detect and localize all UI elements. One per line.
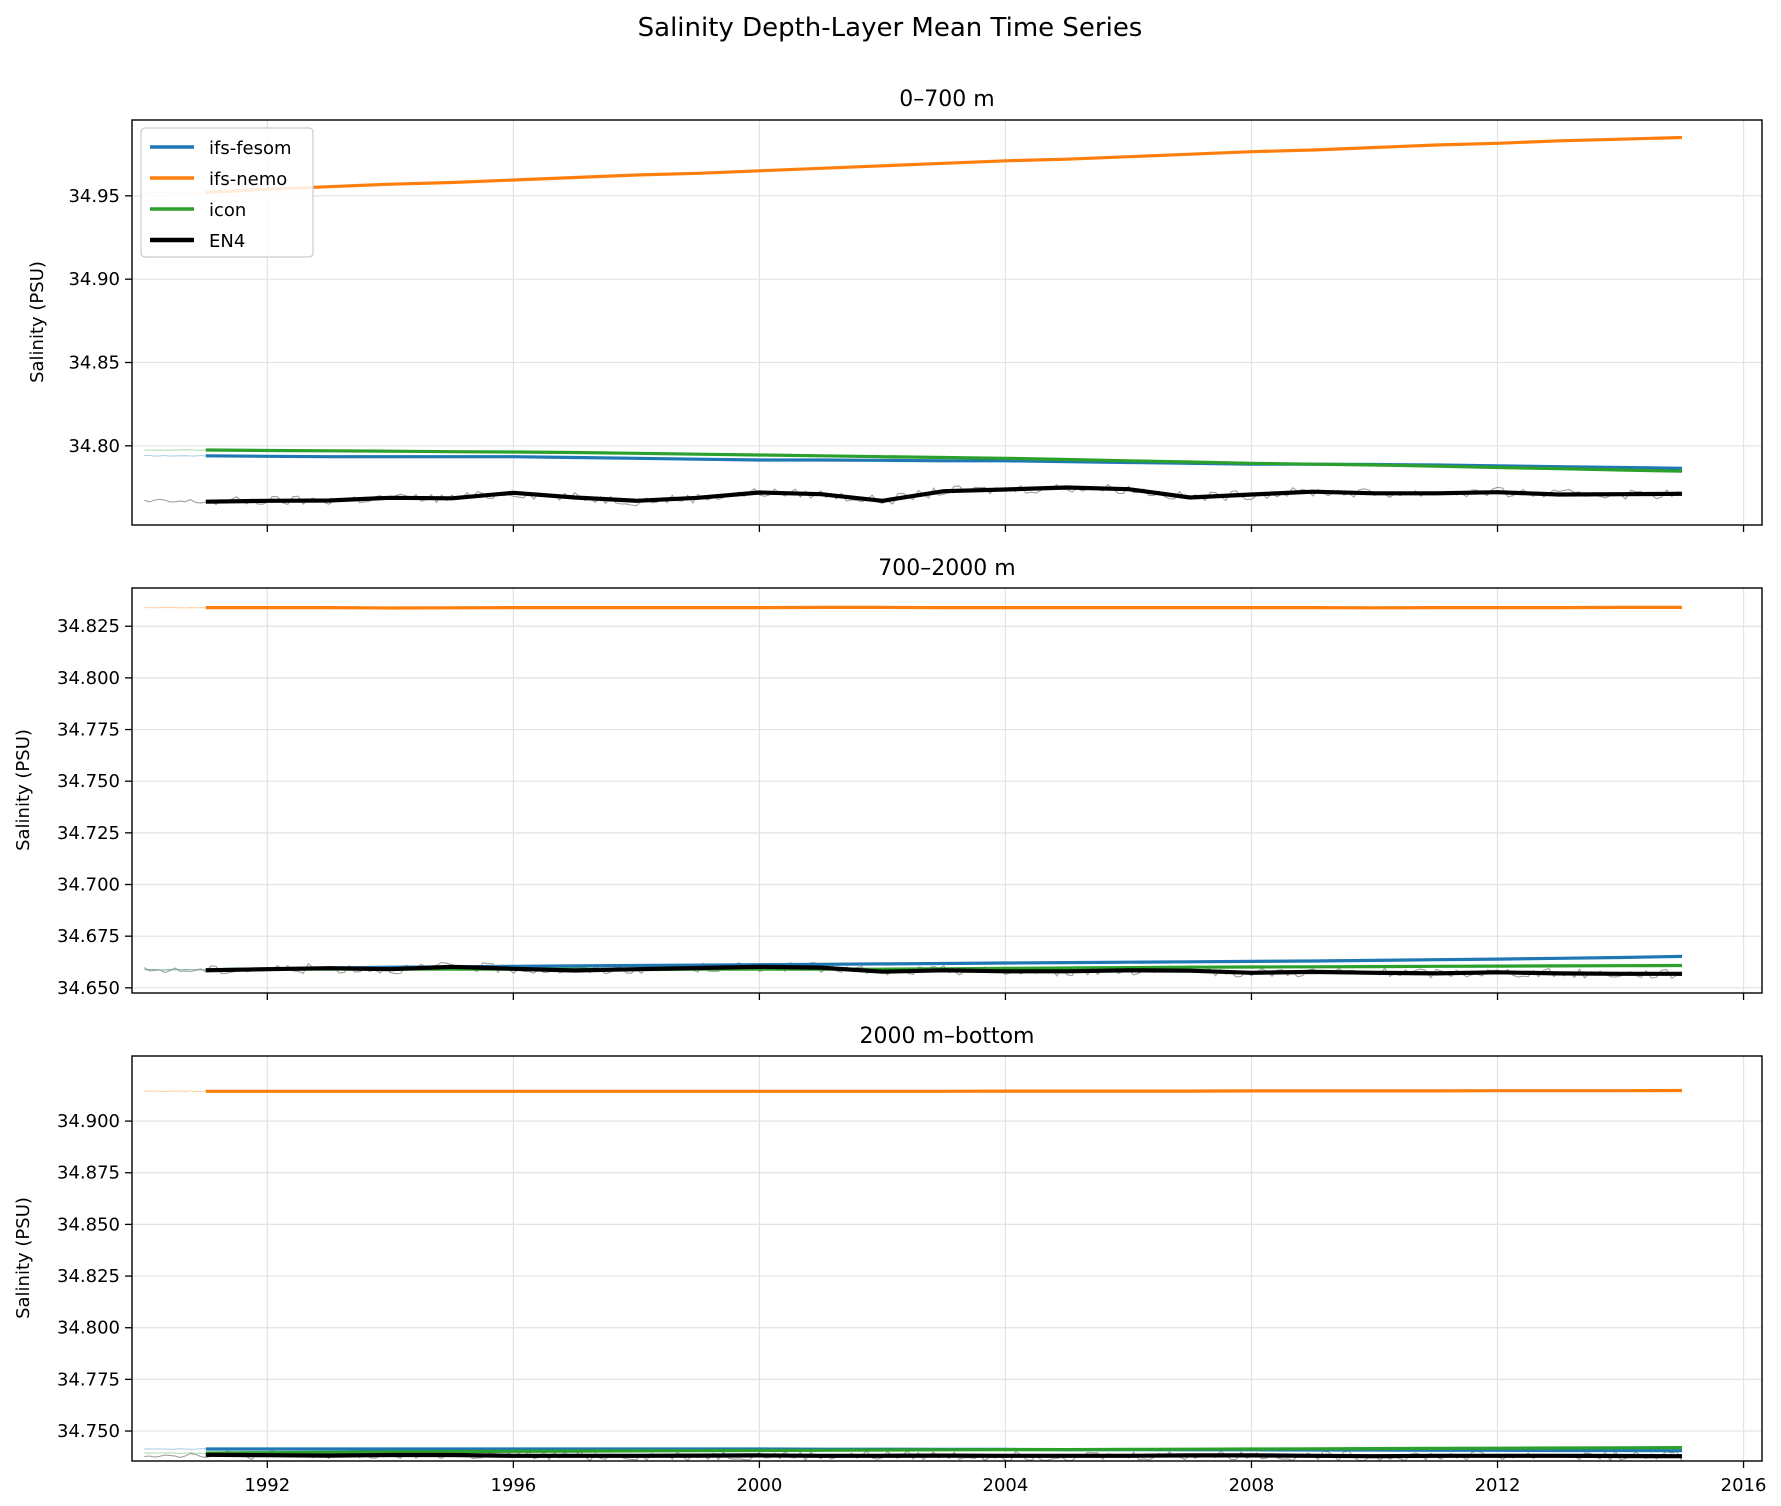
legend-box xyxy=(140,127,314,258)
series-line-icon xyxy=(205,448,1683,473)
series-lines xyxy=(205,1088,1683,1459)
panel-700-2000m: 700–2000 m Salinity (PSU) 34.65034.67534… xyxy=(13,556,1763,1000)
axis-ticks: 34.650 34.675 34.700 34.725 34.750 34.775 34.8… xyxy=(57,616,1745,1000)
legend-label-en4: EN4 xyxy=(209,231,245,252)
y-tick-label: 34.90 xyxy=(68,269,120,290)
panel-0-700m: 0–700 m Salinity (PSU) 34.8034.8534.9034… xyxy=(27,87,1763,532)
y-tick-label: 34.650 xyxy=(57,978,120,999)
axis-ticks: 1992 1996 2000 2004 2008 2012 2016 34.750 34.775… xyxy=(57,1111,1766,1496)
y-tick-label: 34.850 xyxy=(57,1214,120,1235)
monthly-traces xyxy=(144,1089,1683,1462)
gridlines xyxy=(132,588,1762,993)
series-line-ifs-nemo xyxy=(205,605,1682,610)
series-lines xyxy=(205,135,1683,504)
series-line-en4 xyxy=(205,964,1682,976)
y-tick-label: 34.875 xyxy=(57,1163,120,1184)
x-tick-label: 2008 xyxy=(1229,1475,1275,1496)
y-axis-label: Salinity (PSU) xyxy=(13,729,34,851)
y-tick-label: 34.800 xyxy=(57,1318,120,1339)
plot-frame xyxy=(131,119,1763,526)
y-tick-label: 34.750 xyxy=(57,1421,120,1442)
series-line-ifs-nemo xyxy=(205,1088,1683,1093)
x-tick-label: 2016 xyxy=(1721,1475,1767,1496)
y-tick-label: 34.675 xyxy=(57,926,120,947)
plot-frame xyxy=(131,1055,1763,1462)
plot-frame xyxy=(131,587,1763,994)
series-lines xyxy=(205,605,1683,976)
monthly-traces xyxy=(144,606,1683,980)
y-axis-label: Salinity (PSU) xyxy=(13,1197,34,1319)
series-line-icon xyxy=(205,1446,1683,1455)
x-tick-label: 2004 xyxy=(983,1475,1029,1496)
x-tick-label: 1992 xyxy=(244,1475,290,1496)
y-tick-label: 34.85 xyxy=(68,353,120,374)
panel-2000m-bottom: 2000 m–bottom Salinity (PSU) 1992 1996 200… xyxy=(13,1024,1766,1496)
monthly-trace-en4 xyxy=(144,961,1683,980)
panel-title: 700–2000 m xyxy=(878,556,1015,581)
x-tick-label: 2000 xyxy=(736,1475,782,1496)
y-tick-label: 34.900 xyxy=(57,1111,120,1132)
y-tick-label: 34.825 xyxy=(57,616,120,637)
y-tick-label: 34.825 xyxy=(57,1266,120,1287)
y-tick-label: 34.95 xyxy=(68,186,120,207)
series-line-en4 xyxy=(205,485,1683,504)
legend: ifs-fesom ifs-nemo icon EN4 xyxy=(140,127,314,258)
y-axis-label: Salinity (PSU) xyxy=(27,261,48,383)
y-tick-label: 34.80 xyxy=(68,436,120,457)
legend-label-icon: icon xyxy=(209,200,246,221)
y-tick-label: 34.775 xyxy=(57,1369,120,1390)
y-tick-label: 34.750 xyxy=(57,771,120,792)
monthly-trace-en4 xyxy=(144,1449,1683,1462)
gridlines xyxy=(132,1056,1762,1461)
axis-ticks: 34.80 34.85 34.90 34.95 xyxy=(68,186,1745,532)
y-tick-label: 34.700 xyxy=(57,875,120,896)
series-line-ifs-nemo xyxy=(205,135,1683,195)
panel-title: 0–700 m xyxy=(899,87,994,112)
legend-label-ifs-fesom: ifs-fesom xyxy=(209,138,292,159)
y-tick-label: 34.775 xyxy=(57,720,120,741)
panel-title: 2000 m–bottom xyxy=(860,1024,1035,1049)
y-tick-label: 34.800 xyxy=(57,668,120,689)
series-line-en4 xyxy=(205,1452,1683,1459)
x-tick-label: 1996 xyxy=(490,1475,536,1496)
legend-label-ifs-nemo: ifs-nemo xyxy=(209,169,287,190)
x-tick-label: 2012 xyxy=(1475,1475,1521,1496)
figure-title: Salinity Depth-Layer Mean Time Series xyxy=(638,13,1143,43)
y-tick-label: 34.725 xyxy=(57,823,120,844)
gridlines xyxy=(132,120,1762,525)
